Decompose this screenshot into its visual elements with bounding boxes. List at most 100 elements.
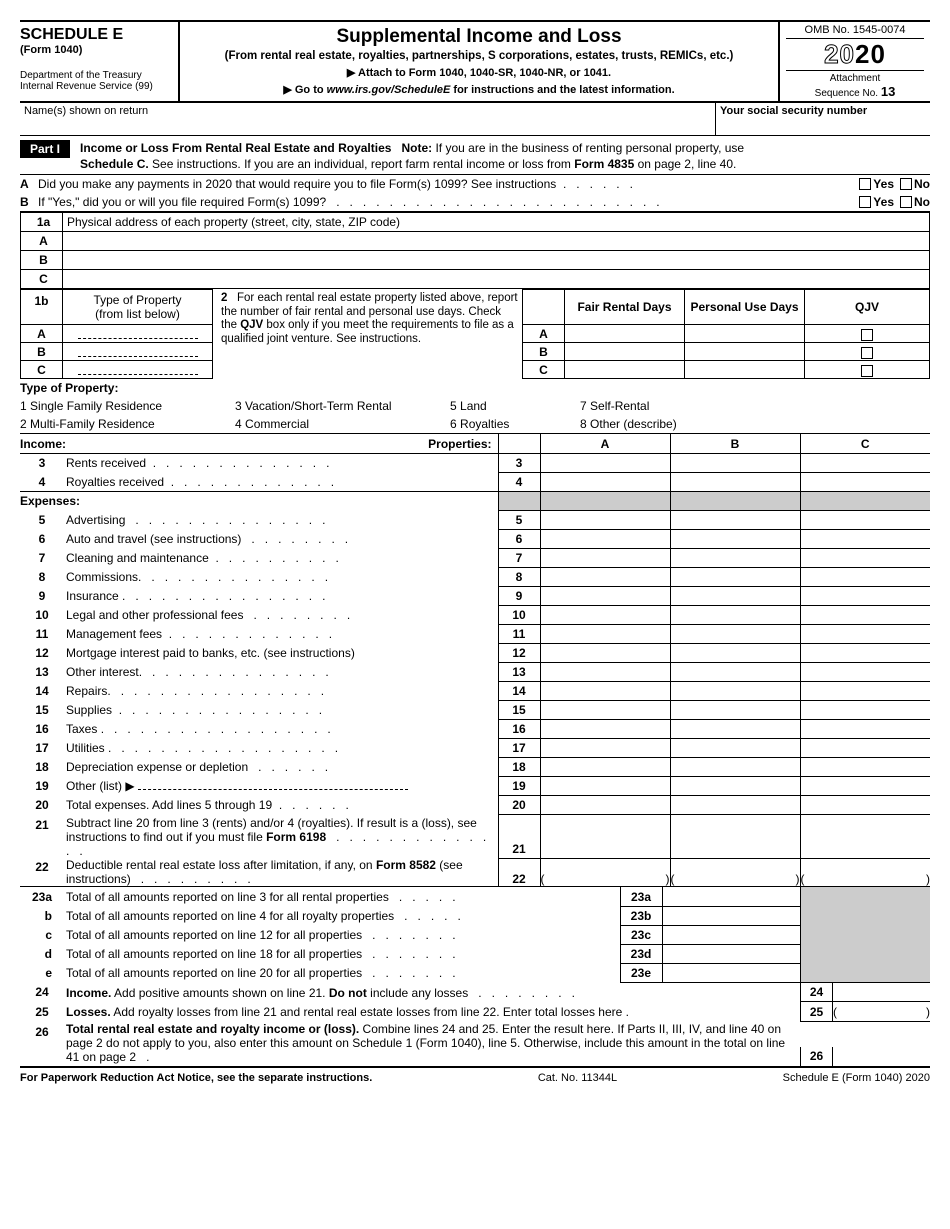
- l21-c[interactable]: [800, 814, 930, 858]
- addr-input-a[interactable]: [63, 232, 930, 251]
- l22-c[interactable]: (): [800, 858, 930, 887]
- l11-a[interactable]: [540, 624, 670, 643]
- name-field-label[interactable]: Name(s) shown on return: [20, 103, 715, 135]
- l8-c[interactable]: [800, 567, 930, 586]
- l3-a[interactable]: [540, 453, 670, 472]
- l17-c[interactable]: [800, 738, 930, 757]
- l7-a[interactable]: [540, 548, 670, 567]
- l16-a[interactable]: [540, 719, 670, 738]
- qjv-check-a[interactable]: [805, 325, 930, 343]
- l5-a[interactable]: [540, 510, 670, 529]
- l15-a[interactable]: [540, 700, 670, 719]
- l19-b[interactable]: [670, 776, 800, 795]
- l6-c[interactable]: [800, 529, 930, 548]
- l5-c[interactable]: [800, 510, 930, 529]
- pt-2n: 2: [20, 417, 27, 431]
- l6-a[interactable]: [540, 529, 670, 548]
- l7-c[interactable]: [800, 548, 930, 567]
- l7-b[interactable]: [670, 548, 800, 567]
- l3-b[interactable]: [670, 453, 800, 472]
- l19-c[interactable]: [800, 776, 930, 795]
- l17-a[interactable]: [540, 738, 670, 757]
- l13-a[interactable]: [540, 662, 670, 681]
- l11-b[interactable]: [670, 624, 800, 643]
- l9-b[interactable]: [670, 586, 800, 605]
- l3-c[interactable]: [800, 453, 930, 472]
- l6-b[interactable]: [670, 529, 800, 548]
- fair-input-a[interactable]: [565, 325, 685, 343]
- l18-b[interactable]: [670, 757, 800, 776]
- l11-c[interactable]: [800, 624, 930, 643]
- t23b-val[interactable]: [662, 906, 800, 925]
- ssn-field-label[interactable]: Your social security number: [715, 103, 930, 135]
- l20-a[interactable]: [540, 795, 670, 814]
- l16-c[interactable]: [800, 719, 930, 738]
- l12-c[interactable]: [800, 643, 930, 662]
- l14-c[interactable]: [800, 681, 930, 700]
- type-input-b[interactable]: [63, 343, 213, 361]
- qa-no-checkbox[interactable]: [900, 178, 912, 190]
- qb-yes-checkbox[interactable]: [859, 196, 871, 208]
- personal-input-b[interactable]: [685, 343, 805, 361]
- qb-no-checkbox[interactable]: [900, 196, 912, 208]
- l8-a[interactable]: [540, 567, 670, 586]
- l18-a[interactable]: [540, 757, 670, 776]
- t24-val[interactable]: [833, 983, 931, 1002]
- l10-a[interactable]: [540, 605, 670, 624]
- qjv-check-c[interactable]: [805, 361, 930, 379]
- l14-b[interactable]: [670, 681, 800, 700]
- part-1-header: Part I Income or Loss From Rental Real E…: [20, 136, 930, 175]
- attach-label: Attachment: [830, 73, 881, 84]
- qjv-check-b[interactable]: [805, 343, 930, 361]
- addr-input-c[interactable]: [63, 270, 930, 289]
- t23c-val[interactable]: [662, 925, 800, 944]
- fair-input-b[interactable]: [565, 343, 685, 361]
- t26-val[interactable]: [833, 1047, 931, 1066]
- l4-a[interactable]: [540, 472, 670, 491]
- l8-b[interactable]: [670, 567, 800, 586]
- l19-a[interactable]: [540, 776, 670, 795]
- t25-t1: Losses.: [66, 1005, 111, 1019]
- l15-c[interactable]: [800, 700, 930, 719]
- t23b-n: b: [20, 906, 62, 925]
- l13-b[interactable]: [670, 662, 800, 681]
- l16-b[interactable]: [670, 719, 800, 738]
- qa-yes-checkbox[interactable]: [859, 178, 871, 190]
- addr-input-b[interactable]: [63, 251, 930, 270]
- l21-a[interactable]: [540, 814, 670, 858]
- l15-b[interactable]: [670, 700, 800, 719]
- type-input-c[interactable]: [63, 361, 213, 379]
- pt-6n: 6: [450, 417, 457, 431]
- l13-c[interactable]: [800, 662, 930, 681]
- l4-b[interactable]: [670, 472, 800, 491]
- l14-a[interactable]: [540, 681, 670, 700]
- l9-a[interactable]: [540, 586, 670, 605]
- l20-c[interactable]: [800, 795, 930, 814]
- l17-b[interactable]: [670, 738, 800, 757]
- l20-b[interactable]: [670, 795, 800, 814]
- t23e-val[interactable]: [662, 963, 800, 982]
- note-text-3: on page 2, line 40.: [634, 157, 736, 171]
- l10-b[interactable]: [670, 605, 800, 624]
- qa-no-label: No: [914, 177, 930, 191]
- type-prop-header: Type of Property (from list below): [63, 290, 213, 325]
- personal-input-a[interactable]: [685, 325, 805, 343]
- l12-a[interactable]: [540, 643, 670, 662]
- t23d-val[interactable]: [662, 944, 800, 963]
- l22-b[interactable]: (): [670, 858, 800, 887]
- l10-c[interactable]: [800, 605, 930, 624]
- l22-a[interactable]: (): [540, 858, 670, 887]
- l18-c[interactable]: [800, 757, 930, 776]
- l9-c[interactable]: [800, 586, 930, 605]
- type-input-a[interactable]: [63, 325, 213, 343]
- dept-line2: Internal Revenue Service (99): [20, 81, 172, 92]
- personal-input-c[interactable]: [685, 361, 805, 379]
- l4-c[interactable]: [800, 472, 930, 491]
- fair-input-c[interactable]: [565, 361, 685, 379]
- l21-b[interactable]: [670, 814, 800, 858]
- t23a-val[interactable]: [662, 887, 800, 906]
- t25-val[interactable]: (): [833, 1002, 931, 1021]
- l5-b[interactable]: [670, 510, 800, 529]
- l12-b[interactable]: [670, 643, 800, 662]
- properties-label: Properties:: [428, 437, 491, 451]
